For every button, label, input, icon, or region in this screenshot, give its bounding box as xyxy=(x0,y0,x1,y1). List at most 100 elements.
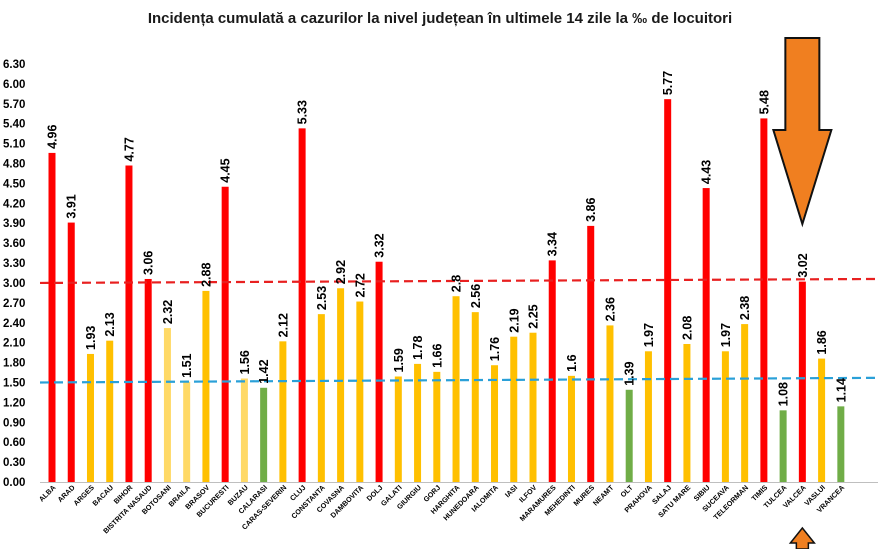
data-label: 5.33 xyxy=(296,100,310,124)
bar xyxy=(644,351,652,482)
data-label: 1.08 xyxy=(777,382,791,406)
data-label: 4.96 xyxy=(46,125,60,149)
y-tick-label: 0.90 xyxy=(3,417,25,429)
data-label: 2.92 xyxy=(334,260,348,284)
bar xyxy=(702,188,710,483)
data-label: 1.93 xyxy=(84,326,98,350)
bar xyxy=(298,128,306,482)
bar xyxy=(529,332,537,482)
bar xyxy=(741,324,749,482)
data-label: 2.36 xyxy=(603,297,617,321)
data-label: 3.02 xyxy=(796,253,810,277)
bar xyxy=(317,314,325,482)
data-label: 3.91 xyxy=(65,194,79,218)
y-tick-label: 4.20 xyxy=(3,198,25,210)
data-label: 2.56 xyxy=(469,284,483,308)
down-arrow-icon xyxy=(772,37,833,228)
data-label: 2.08 xyxy=(680,316,694,340)
bar xyxy=(491,365,499,482)
bar xyxy=(471,312,479,482)
y-tick-label: 3.30 xyxy=(3,258,25,270)
data-label: 1.59 xyxy=(392,348,406,372)
bar xyxy=(221,186,229,482)
bar xyxy=(760,118,768,483)
data-label: 1.86 xyxy=(815,330,829,354)
bar xyxy=(86,353,94,482)
bar xyxy=(548,260,556,482)
bar xyxy=(240,378,248,482)
y-tick-label: 3.60 xyxy=(3,238,25,250)
x-tick-label: ALBA xyxy=(37,483,57,503)
y-tick-label: 2.70 xyxy=(3,298,25,310)
y-tick-label: 4.50 xyxy=(3,178,25,190)
chart-title: Incidența cumulată a cazurilor la nivel … xyxy=(148,10,732,27)
bar xyxy=(664,99,672,483)
data-label: 2.12 xyxy=(276,313,290,337)
y-tick-label: 4.80 xyxy=(3,159,25,171)
bar xyxy=(67,222,75,483)
bar xyxy=(356,301,364,482)
data-label: 1.51 xyxy=(180,353,194,377)
y-tick-label: 3.90 xyxy=(3,218,25,230)
bar xyxy=(510,336,518,482)
y-tick-label: 5.10 xyxy=(3,139,25,151)
data-label: 2.72 xyxy=(353,273,367,297)
data-label: 4.45 xyxy=(219,158,233,182)
y-tick-label: 0.00 xyxy=(3,477,25,489)
data-label: 5.48 xyxy=(757,90,771,114)
bar xyxy=(375,261,383,482)
data-label: 3.86 xyxy=(584,198,598,222)
y-tick-label: 6.30 xyxy=(3,59,25,71)
y-axis: 0.00 0.30 0.60 0.90 1.20 1.50 1.80 2.10 2.40 2.70… xyxy=(3,59,25,489)
data-label: 2.38 xyxy=(738,296,752,320)
up-arrow-icon xyxy=(788,526,816,549)
bar xyxy=(48,152,56,482)
data-label: 2.88 xyxy=(199,263,213,287)
x-tick-label: NEAMT xyxy=(591,483,616,508)
data-label: 1.76 xyxy=(488,337,502,361)
bar xyxy=(144,278,152,482)
data-label: 2.53 xyxy=(315,286,329,310)
bar xyxy=(837,406,845,482)
data-label: 1.97 xyxy=(719,323,733,347)
y-tick-label: 1.50 xyxy=(3,377,25,389)
bar xyxy=(163,328,171,482)
data-label: 1.14 xyxy=(834,378,848,402)
bar xyxy=(779,410,787,482)
bar xyxy=(183,381,191,482)
data-label: 1.39 xyxy=(623,361,637,385)
bar xyxy=(606,325,614,482)
bar xyxy=(394,376,402,482)
data-label: 3.34 xyxy=(546,232,560,256)
data-label: 1.66 xyxy=(430,343,444,367)
data-label: 2.25 xyxy=(527,304,541,328)
data-label: 2.19 xyxy=(507,308,521,332)
y-tick-label: 1.20 xyxy=(3,397,25,409)
data-label: 2.8 xyxy=(450,275,464,292)
y-tick-label: 2.10 xyxy=(3,338,25,350)
bar xyxy=(625,389,633,482)
data-label: 1.42 xyxy=(257,359,271,383)
bar xyxy=(106,340,114,482)
annotations xyxy=(772,37,833,549)
data-label: 1.97 xyxy=(642,323,656,347)
bar xyxy=(567,375,575,482)
data-label: 4.43 xyxy=(700,160,714,184)
bar xyxy=(202,290,210,482)
bar xyxy=(683,343,691,482)
bar xyxy=(587,225,595,482)
bar xyxy=(452,296,460,482)
y-tick-label: 3.00 xyxy=(3,278,25,290)
bar xyxy=(818,358,826,482)
bar xyxy=(798,281,806,482)
bar xyxy=(414,363,422,482)
data-label: 2.13 xyxy=(103,312,117,336)
bar xyxy=(433,371,441,482)
x-tick-label: IASI xyxy=(503,483,519,499)
bar xyxy=(721,351,729,482)
y-tick-label: 6.00 xyxy=(3,79,25,91)
y-tick-label: 0.60 xyxy=(3,437,25,449)
bar xyxy=(279,341,287,482)
